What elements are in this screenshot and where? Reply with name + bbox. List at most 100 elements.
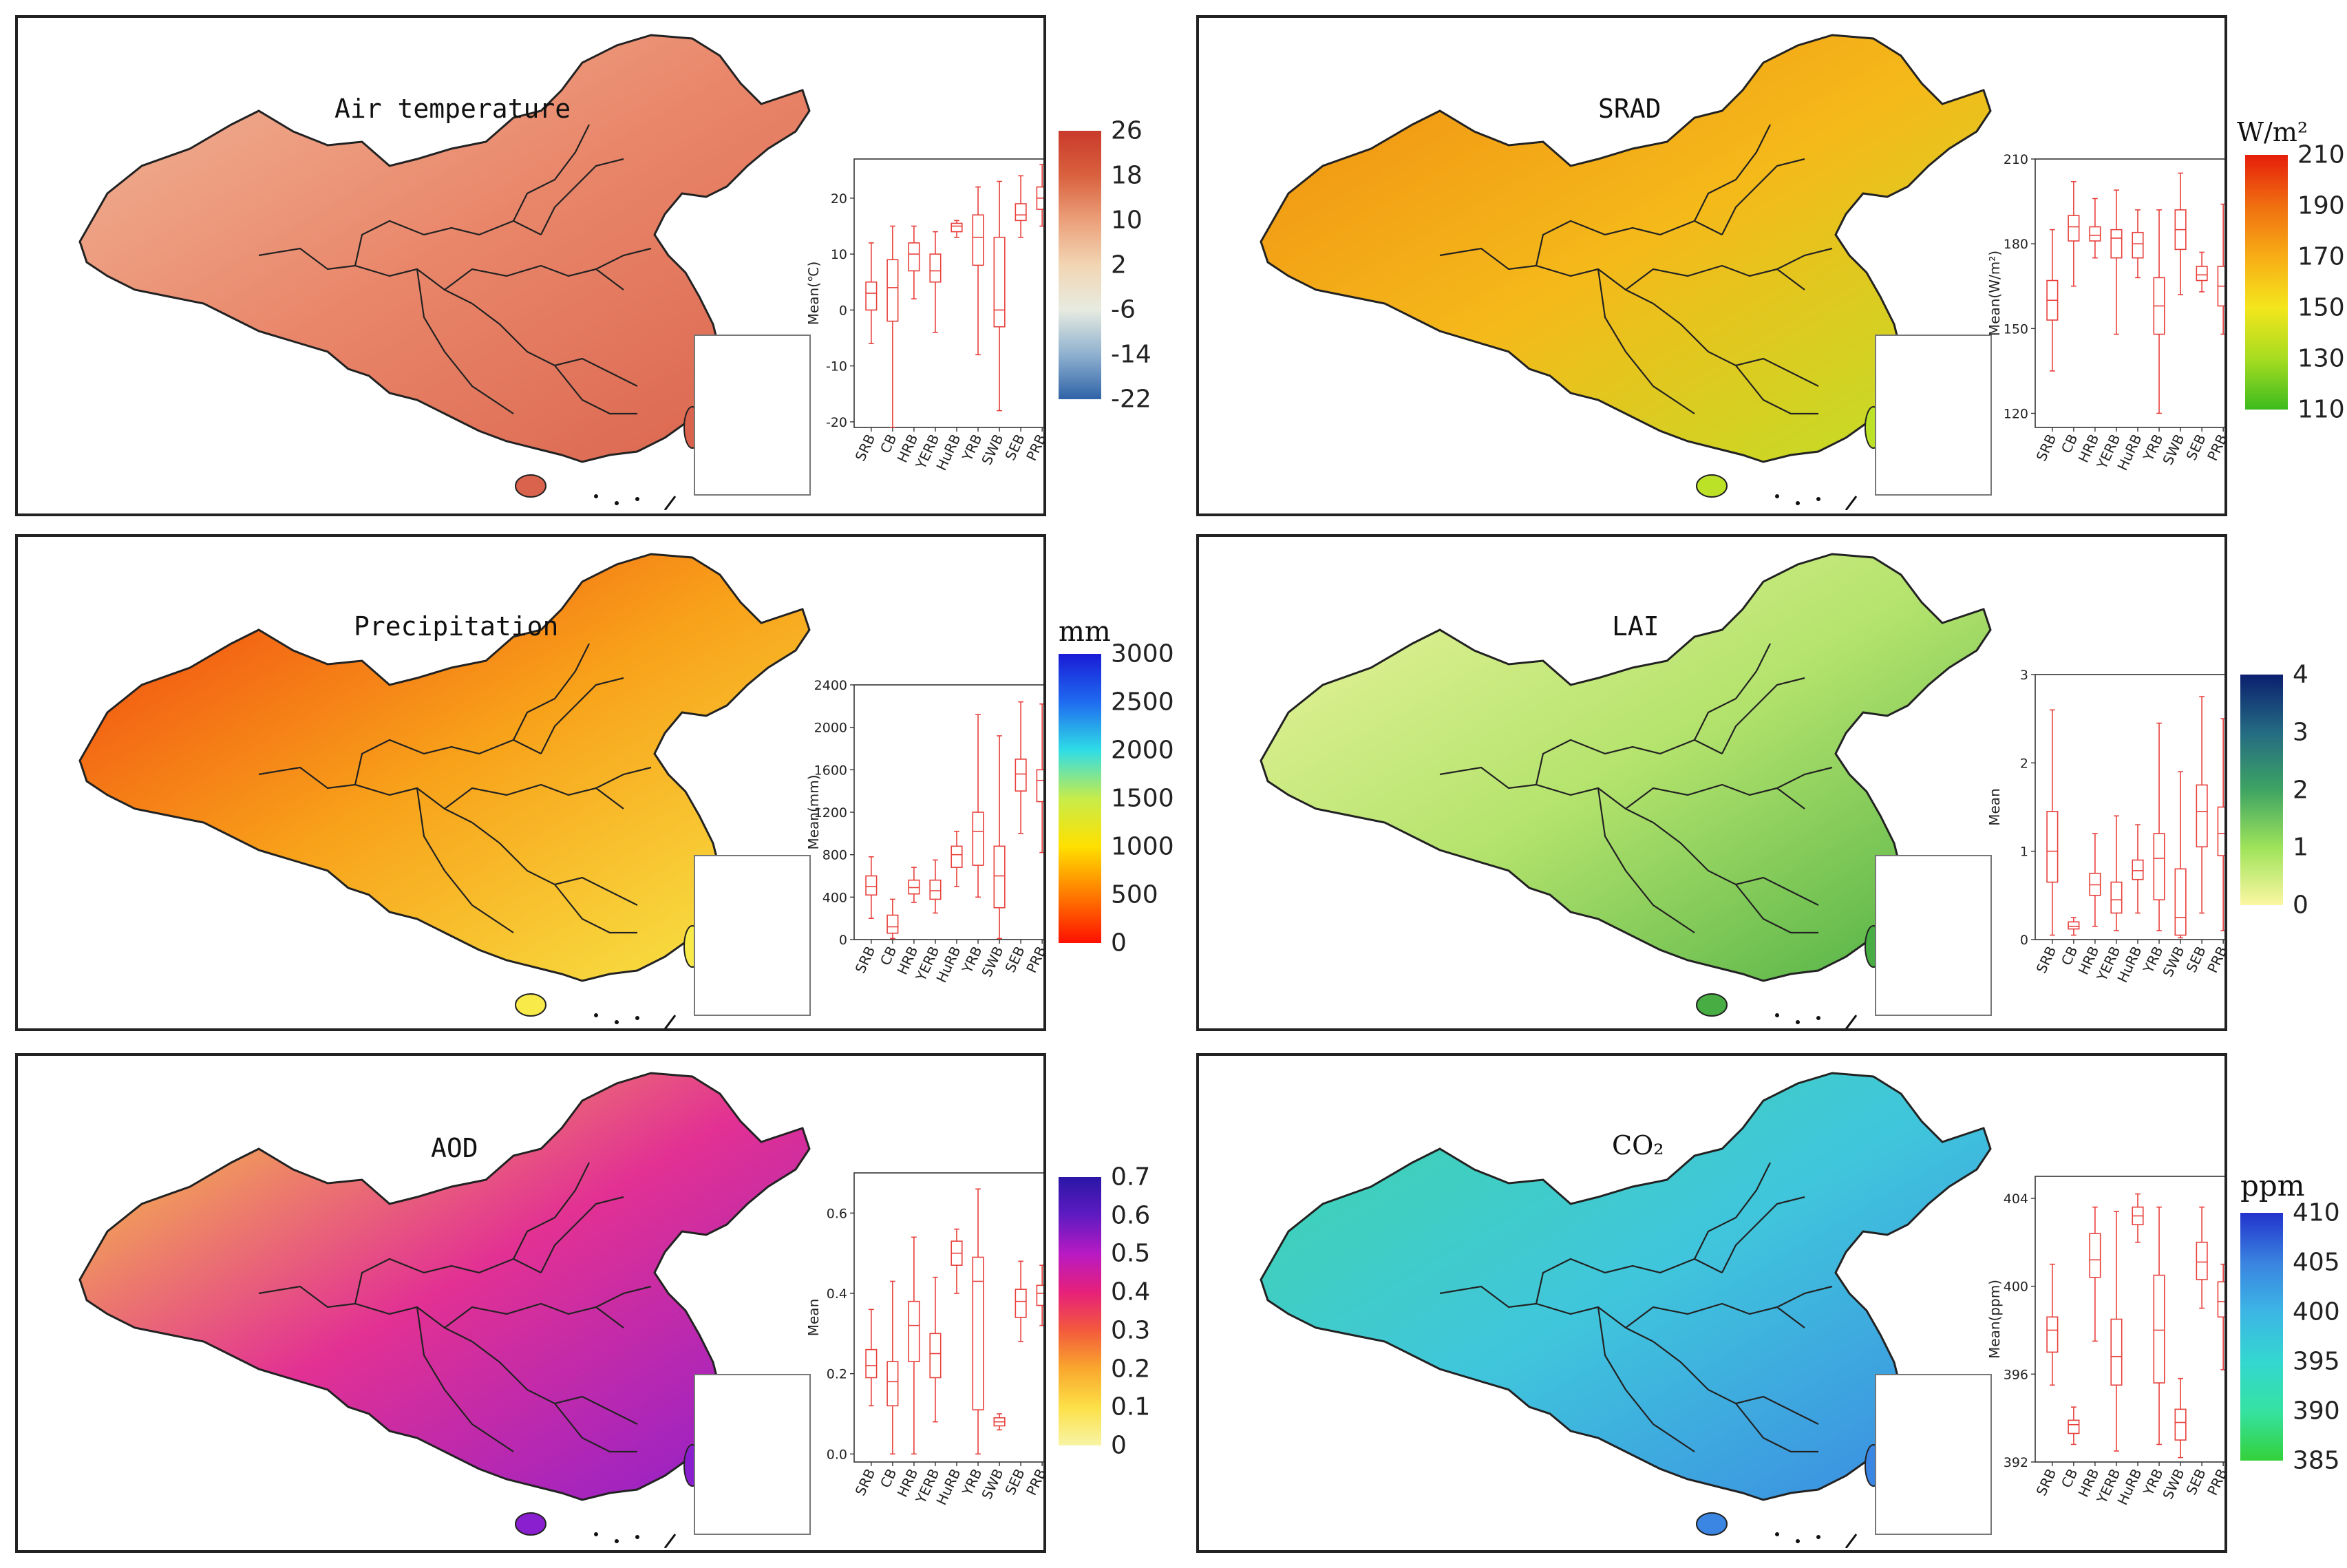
iqr-box — [2089, 226, 2101, 242]
south-china-sea-inset — [694, 335, 811, 496]
boxplot-chart: 20100-10-20Mean(℃)SRBCBHRBYERBHuRBYRBSWB… — [805, 158, 1043, 473]
nine-dash-line — [1845, 1534, 1858, 1548]
iqr-box — [2153, 833, 2165, 901]
colorbar-tick-label: 405 — [2293, 1248, 2340, 1277]
y-tick-label: 10 — [831, 247, 847, 262]
basin-boundary — [1597, 787, 1695, 933]
iqr-box — [2132, 231, 2144, 259]
colorbar-tick-label: 190 — [2297, 191, 2345, 220]
country-outline — [1260, 553, 1992, 982]
box-YERB — [929, 231, 942, 333]
y-axis-label: Mean — [1986, 788, 2003, 826]
box-HRB — [2089, 833, 2101, 927]
basin-boundary — [416, 1306, 514, 1452]
country-outline — [78, 34, 811, 463]
x-tick-label: SEB — [1001, 944, 1028, 975]
colorbar-tick-label: 385 — [2293, 1446, 2340, 1475]
iqr-box — [1015, 759, 1027, 792]
box-YRB — [2153, 209, 2165, 414]
iqr-box — [2068, 1419, 2080, 1434]
x-tick-label: SEB — [1001, 1466, 1028, 1498]
y-tick-label: 404 — [2004, 1191, 2028, 1207]
box-YERB — [929, 1276, 942, 1423]
panel-lai: LAI 3 2 1 0 Mean SRB CB HRB YERB HuRB YRB SWB SEB PRB — [1196, 534, 2227, 1031]
box-SWB — [2174, 771, 2187, 939]
box-PRB — [2217, 718, 2224, 931]
iqr-box — [951, 845, 963, 868]
basin-boundary — [554, 365, 637, 415]
nine-dash-line — [663, 1534, 677, 1548]
y-tick-label: 800 — [822, 848, 847, 863]
x-tick-label: PRB — [1023, 1466, 1046, 1498]
colorbar-tick-label: 3000 — [1111, 639, 1174, 668]
island-dot — [615, 1020, 619, 1024]
colorbar-tick-label: 2500 — [1111, 688, 1174, 717]
y-tick-label: 0.0 — [827, 1447, 847, 1462]
box-SRB — [2046, 709, 2059, 936]
colorbar-tick-label: 0.6 — [1111, 1201, 1151, 1230]
boxplot-chart: 0.60.40.20.0MeanSRBCBHRBYERBHuRBYRBSWBSE… — [805, 1172, 1046, 1507]
iqr-box — [2217, 1281, 2224, 1318]
box-CB — [886, 898, 899, 940]
iqr-box — [886, 914, 899, 934]
colorbar-srad: 210 190 170 150 130 110 — [2245, 141, 2347, 424]
y-tick-label: 0 — [839, 303, 847, 318]
y-tick-label: 0 — [2020, 933, 2028, 948]
box-CB — [886, 1280, 899, 1455]
iqr-box — [1015, 203, 1027, 222]
box-YERB — [2110, 189, 2123, 335]
iqr-box — [2046, 1316, 2059, 1353]
x-tick-label: SWB — [2159, 432, 2187, 467]
y-tick-label: 120 — [2004, 406, 2028, 421]
colorbar-tick-label: 1 — [2293, 833, 2308, 862]
panel-title: LAI — [1612, 611, 1659, 642]
iqr-box — [929, 1333, 942, 1379]
iqr-box — [972, 1256, 984, 1410]
box-HuRB — [951, 1228, 963, 1294]
colorbar-tick-label: 1000 — [1111, 832, 1174, 861]
colorbar-tick-label: 0.4 — [1111, 1278, 1151, 1306]
colorbar-lai: 4 3 2 1 0 — [2240, 661, 2344, 920]
iqr-box — [2217, 806, 2224, 856]
box-HuRB — [951, 220, 963, 238]
box-PRB — [2217, 203, 2224, 335]
colorbar-tick-label: 0.3 — [1111, 1316, 1151, 1345]
basin-boundary — [1597, 268, 1695, 414]
hainan-island — [515, 993, 546, 1017]
colorbar-precipitation: 3000 2500 2000 1500 1000 500 0 — [1059, 640, 1177, 957]
x-tick-label: SRB — [2033, 432, 2060, 464]
island-dot — [1796, 501, 1800, 505]
colorbar-tick-label: -14 — [1111, 340, 1151, 369]
panel-title: AOD — [431, 1133, 478, 1163]
colorbar-gradient — [1059, 131, 1101, 399]
panel-precipitation: Precipitation 2400 2000 1600 1200 800 400 0 Mea… — [15, 534, 1046, 1031]
basin-boundary — [1694, 124, 1771, 222]
colorbar-tick-label: 390 — [2293, 1397, 2340, 1426]
x-tick-label: PRB — [2204, 432, 2227, 463]
hainan-island — [1696, 1512, 1728, 1536]
country-outline — [1260, 34, 1992, 463]
basin-boundary — [1721, 677, 1805, 754]
iqr-box — [929, 879, 942, 900]
y-tick-label: 0.2 — [827, 1367, 847, 1382]
plot-frame — [853, 684, 1043, 940]
iqr-box — [865, 1348, 878, 1379]
y-tick-label: 396 — [2004, 1367, 2028, 1382]
iqr-box — [886, 259, 899, 322]
box-HRB — [2089, 1206, 2101, 1342]
colorbar-unit: mm — [1059, 616, 1111, 648]
y-tick-label: 20 — [831, 191, 847, 206]
island-dot — [615, 1539, 619, 1543]
iqr-box — [993, 845, 1006, 909]
iqr-box — [2110, 881, 2123, 914]
iqr-box — [2196, 266, 2208, 282]
box-YRB — [972, 1188, 984, 1455]
box-YRB — [972, 714, 984, 898]
box-CB — [886, 225, 899, 428]
colorbar-tick-label: 0.1 — [1111, 1392, 1151, 1421]
box-YERB — [2110, 815, 2123, 931]
y-axis-label: Mean(mm) — [805, 774, 822, 849]
basin-boundary — [416, 787, 514, 933]
panel-title: Precipitation — [354, 611, 559, 642]
